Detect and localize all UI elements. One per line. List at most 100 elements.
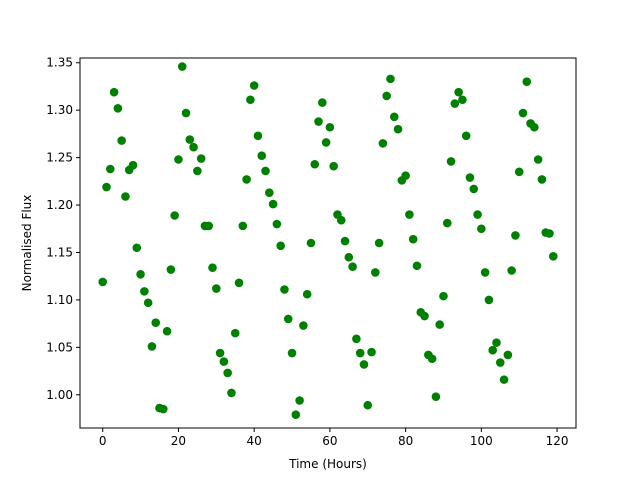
y-tick-label: 1.05 <box>46 340 73 354</box>
y-axis: 1.00 1.05 1.10 1.15 1.20 1.25 1.30 1.35 <box>46 56 80 402</box>
data-point <box>488 345 498 355</box>
data-point <box>480 268 490 277</box>
data-point <box>537 175 547 184</box>
data-point <box>518 108 528 118</box>
data-point <box>325 122 335 132</box>
data-point <box>420 311 429 321</box>
data-point <box>136 270 145 279</box>
data-point <box>386 74 395 84</box>
data-point <box>283 314 293 324</box>
y-tick-label: 1.15 <box>46 245 73 259</box>
data-point <box>306 238 316 248</box>
data-point <box>234 278 244 288</box>
data-point <box>242 175 251 184</box>
data-point <box>530 122 539 132</box>
data-point <box>113 103 123 113</box>
data-point <box>389 112 399 122</box>
data-point <box>223 368 232 378</box>
x-axis: 0 20 40 60 80 100 120 <box>99 428 569 448</box>
data-point <box>548 251 558 261</box>
data-point <box>408 234 418 244</box>
data-point <box>102 182 111 192</box>
data-point <box>219 357 229 366</box>
data-point <box>299 321 308 330</box>
data-point <box>181 108 191 118</box>
data-point <box>117 136 126 145</box>
data-point <box>458 95 467 105</box>
data-point <box>352 334 361 344</box>
data-point <box>427 354 437 364</box>
data-point <box>132 243 142 253</box>
data-point <box>230 328 240 338</box>
y-tick-label: 1.00 <box>46 388 73 402</box>
data-point <box>143 298 153 308</box>
data-point <box>261 166 270 176</box>
data-point <box>329 161 338 171</box>
data-point <box>212 284 221 293</box>
data-point <box>314 117 323 126</box>
data-point <box>121 192 130 201</box>
data-point <box>522 77 532 87</box>
data-point <box>98 277 108 287</box>
data-point <box>511 231 520 240</box>
data-point <box>302 289 312 299</box>
x-tick-label: 80 <box>398 434 413 448</box>
data-point <box>446 157 456 166</box>
y-tick-label: 1.20 <box>46 198 73 212</box>
data-point <box>287 348 297 358</box>
data-point <box>405 210 414 219</box>
data-point <box>382 91 391 101</box>
data-point <box>503 350 513 360</box>
data-point <box>196 154 206 163</box>
data-point <box>193 166 202 176</box>
data-point <box>469 184 479 194</box>
data-point <box>177 62 187 71</box>
data-point <box>545 229 554 238</box>
data-point <box>412 261 422 271</box>
data-point <box>272 219 282 229</box>
data-points <box>98 62 558 420</box>
x-tick-label: 20 <box>171 434 186 448</box>
data-point <box>442 218 452 228</box>
data-point <box>151 318 161 327</box>
x-tick-label: 40 <box>247 434 262 448</box>
data-point <box>514 167 524 177</box>
data-point <box>147 342 157 351</box>
y-tick-label: 1.25 <box>46 151 73 165</box>
data-point <box>495 358 505 367</box>
data-point <box>128 160 138 170</box>
data-point <box>393 124 403 134</box>
data-point <box>208 263 217 272</box>
data-point <box>291 410 301 420</box>
data-point <box>280 285 289 294</box>
data-point <box>363 400 373 410</box>
data-point <box>265 188 274 198</box>
data-point <box>340 236 350 246</box>
data-point <box>507 266 516 275</box>
data-point <box>374 238 384 248</box>
data-point <box>492 338 501 347</box>
y-tick-label: 1.10 <box>46 293 73 307</box>
data-point <box>321 138 331 147</box>
data-point <box>454 87 463 97</box>
data-point <box>431 392 441 401</box>
data-point <box>355 348 365 358</box>
data-point <box>344 252 354 262</box>
data-point <box>310 159 320 169</box>
data-point <box>268 199 278 209</box>
data-point <box>499 375 509 384</box>
data-point <box>484 295 494 305</box>
x-tick-label: 0 <box>99 434 107 448</box>
data-point <box>238 221 248 231</box>
y-tick-label: 1.35 <box>46 56 73 70</box>
y-axis-label: Normalised Flux <box>20 195 34 292</box>
data-point <box>249 81 259 90</box>
data-point <box>159 404 168 414</box>
data-point <box>215 348 225 358</box>
data-point <box>401 171 410 180</box>
data-point <box>204 221 214 231</box>
data-point <box>473 210 482 219</box>
data-point <box>276 241 285 251</box>
